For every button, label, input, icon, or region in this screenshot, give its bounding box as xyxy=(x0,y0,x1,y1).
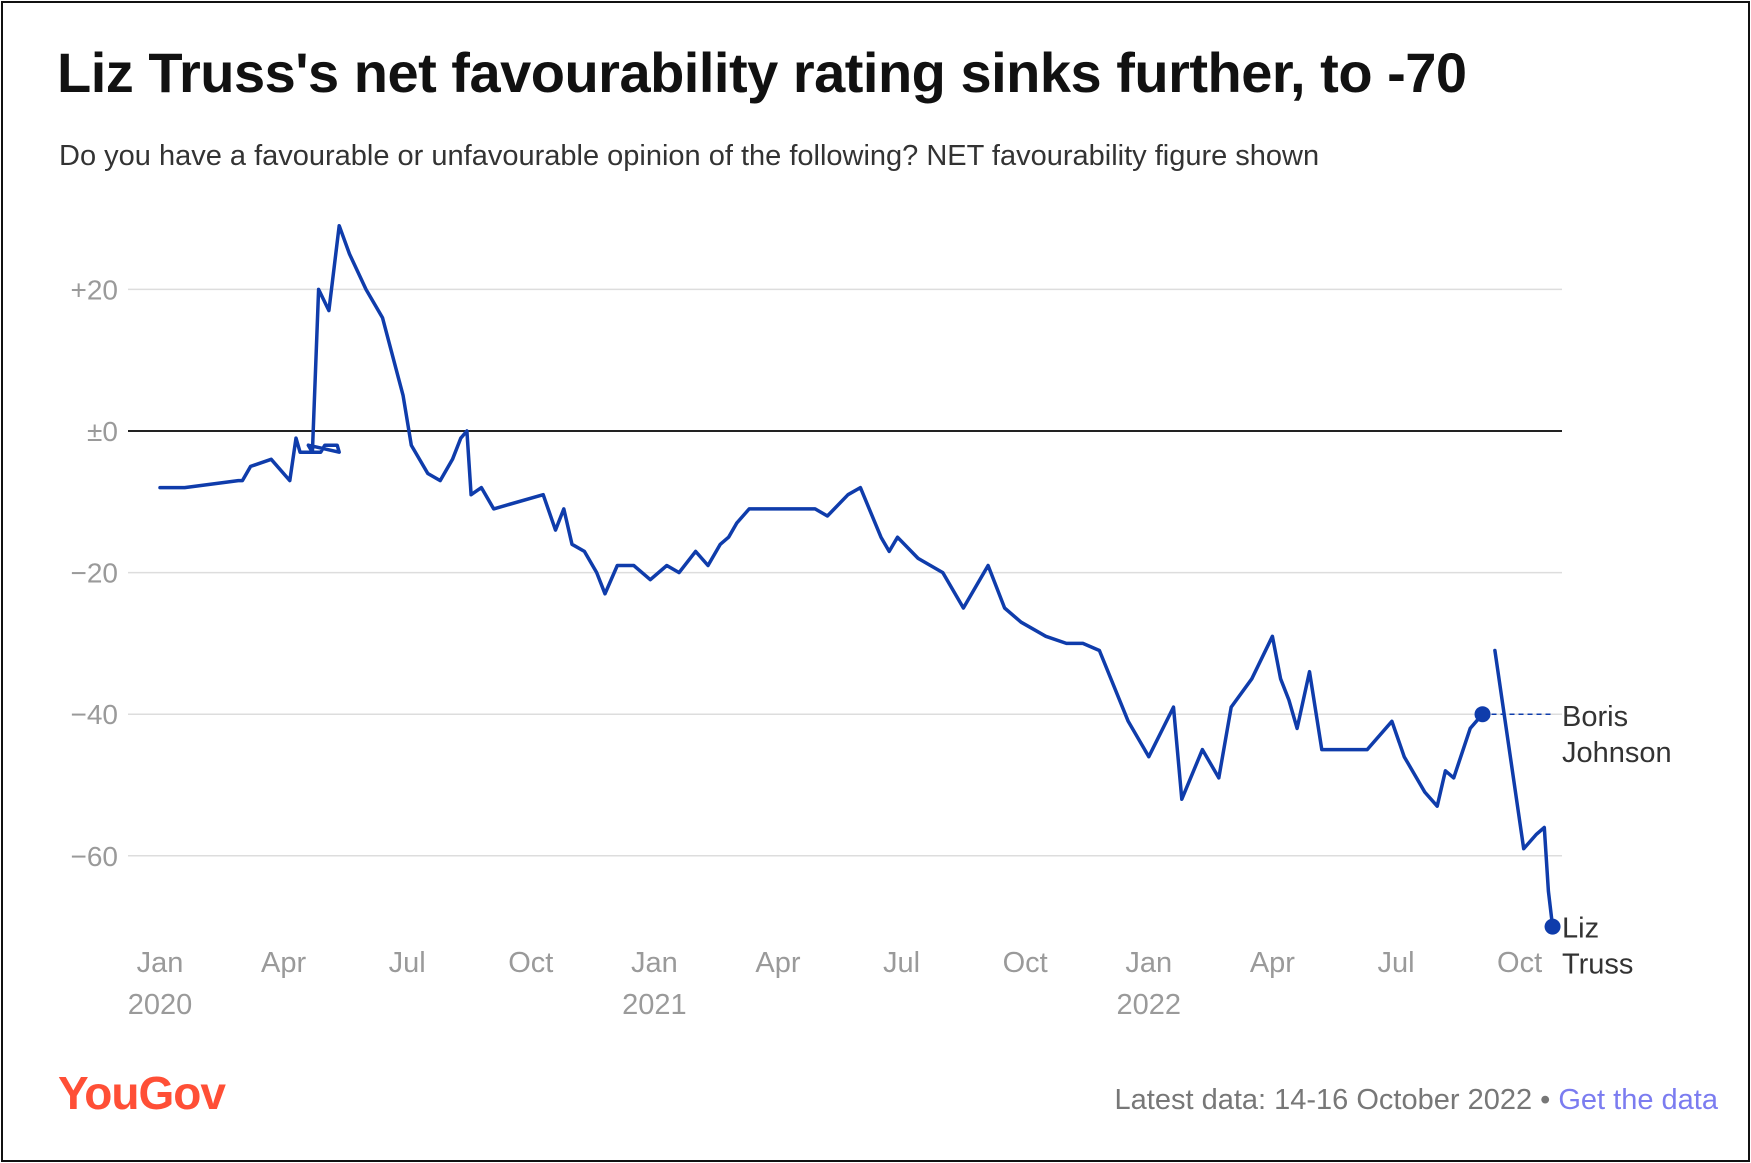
series-lines xyxy=(158,223,1561,935)
y-tick-label: +20 xyxy=(71,274,119,305)
y-tick-label: ±0 xyxy=(87,416,118,447)
liz-truss-line xyxy=(1493,648,1555,929)
footer: Latest data: 14-16 October 2022 • Get th… xyxy=(1115,1084,1718,1117)
footer-separator: • xyxy=(1540,1084,1551,1116)
x-tick-label: Jul xyxy=(389,947,426,979)
chart-subtitle: Do you have a favourable or unfavourable… xyxy=(59,140,1320,172)
x-tick-year-label: 2020 xyxy=(128,989,193,1021)
series-labels: Boris Johnson Liz Truss xyxy=(1562,701,1672,980)
boris-johnson-end-point xyxy=(1474,706,1491,723)
x-tick-label: Apr xyxy=(755,947,800,979)
x-tick-label: Apr xyxy=(261,947,306,979)
liz-truss-label: Liz xyxy=(1562,913,1599,945)
x-tick-label: Jul xyxy=(883,947,920,979)
gridlines xyxy=(128,288,1562,857)
x-tick-year-label: 2022 xyxy=(1117,989,1182,1021)
x-tick-year-label: 2021 xyxy=(622,989,687,1021)
x-axis-ticks: Jan 2020 Apr Jul Oct Jan 2021 Apr Jul Oct Jan 2022 A… xyxy=(128,947,1542,1021)
liz-truss-end-point xyxy=(1544,918,1561,935)
x-tick-label: Oct xyxy=(508,947,553,979)
x-tick-label: Jul xyxy=(1377,947,1414,979)
x-tick-label: Oct xyxy=(1003,947,1048,979)
yougov-logo[interactable]: YouGov xyxy=(58,1067,226,1119)
y-tick-label: −20 xyxy=(71,558,119,589)
x-tick-label: Apr xyxy=(1250,947,1295,979)
chart-title: Liz Truss's net favourability rating sin… xyxy=(57,41,1467,104)
boris-johnson-line xyxy=(158,223,1485,808)
x-tick-label: Jan xyxy=(631,947,678,979)
x-tick-label: Jan xyxy=(1125,947,1172,979)
x-tick-label: Jan xyxy=(137,947,184,979)
boris-johnson-label: Johnson xyxy=(1562,737,1672,769)
y-tick-label: −40 xyxy=(71,699,119,730)
y-axis-ticks: +20 ±0 −20 −40 −60 xyxy=(71,274,119,871)
liz-truss-label: Truss xyxy=(1562,949,1633,981)
get-the-data-link[interactable]: Get the data xyxy=(1558,1084,1718,1116)
y-tick-label: −60 xyxy=(71,841,119,872)
x-tick-label: Oct xyxy=(1497,947,1542,979)
latest-data-text: Latest data: 14-16 October 2022 xyxy=(1114,1084,1533,1116)
boris-johnson-label: Boris xyxy=(1562,701,1628,733)
